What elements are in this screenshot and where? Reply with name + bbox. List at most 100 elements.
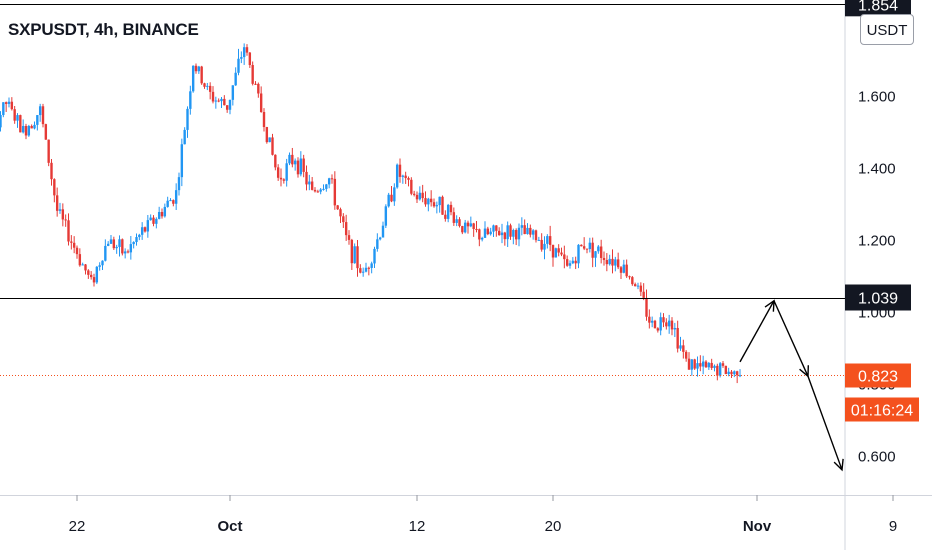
candle: [398, 158, 402, 183]
candle: [339, 207, 342, 223]
candle-body: [206, 85, 209, 87]
time-tick-label: 9: [889, 518, 897, 535]
candle: [438, 196, 441, 213]
candle-body: [738, 375, 742, 377]
candle: [687, 352, 691, 370]
candle: [123, 248, 127, 259]
candle: [446, 203, 450, 223]
candle: [670, 317, 674, 336]
candle: [183, 127, 186, 145]
time-tick-label: 20: [545, 518, 562, 535]
candle: [242, 43, 246, 65]
candle: [308, 174, 311, 191]
candle-body: [582, 246, 586, 249]
candle-body: [520, 225, 524, 228]
candle: [738, 369, 742, 378]
candle: [174, 183, 178, 210]
candle: [395, 163, 399, 189]
level-badge: [845, 0, 911, 17]
level-badge: [845, 284, 911, 311]
trend-segment[interactable]: [773, 300, 809, 377]
time-tick-label: Nov: [743, 518, 772, 535]
candle-body: [724, 365, 728, 375]
candle: [495, 225, 498, 237]
candle-body: [325, 184, 328, 189]
candle-body: [605, 260, 609, 265]
candle: [543, 236, 546, 260]
candle-body: [228, 99, 232, 110]
level-badge-label: 1.039: [858, 291, 898, 308]
candle-body: [449, 204, 453, 213]
candle: [325, 183, 328, 192]
candle-body: [217, 100, 220, 102]
candle: [4, 101, 8, 112]
countdown-badge-label: 01:16:24: [851, 403, 913, 420]
candle: [172, 199, 175, 207]
candle-body: [650, 320, 654, 323]
candle: [472, 222, 475, 237]
candle: [364, 262, 368, 273]
candle-body: [135, 237, 138, 243]
candle: [89, 271, 93, 280]
candle: [291, 147, 294, 168]
candle-body: [0, 115, 2, 128]
candle: [87, 269, 90, 279]
candle: [455, 215, 458, 227]
candle: [492, 224, 495, 237]
candle: [636, 282, 640, 290]
candle-body: [197, 66, 201, 72]
candle-body: [642, 291, 645, 298]
candle-body: [240, 57, 243, 59]
candle: [299, 151, 303, 177]
candle: [274, 154, 277, 171]
candle-body: [50, 162, 53, 180]
candle: [713, 364, 716, 372]
candle: [160, 208, 164, 219]
candle: [381, 221, 385, 238]
time-axis[interactable]: 22 Oct 12 20 Nov 9: [69, 495, 898, 535]
candle: [104, 239, 107, 262]
candle: [279, 168, 283, 187]
candle: [70, 235, 73, 250]
candle-body: [670, 320, 674, 330]
candle-body: [259, 93, 263, 112]
price-badges: 1.854 1.039 0.823 01:16:24: [845, 0, 919, 422]
candle-body: [257, 83, 260, 94]
candle: [486, 226, 490, 236]
candle: [336, 204, 339, 210]
candle: [483, 221, 487, 238]
candle: [727, 367, 730, 377]
trend-drawing[interactable]: [739, 299, 844, 472]
candle: [718, 362, 722, 378]
candle: [135, 233, 138, 246]
candle: [461, 225, 464, 235]
candle: [616, 252, 620, 270]
candle-body: [81, 264, 84, 266]
candle-body: [21, 125, 25, 133]
candle-body: [548, 236, 552, 245]
candle: [319, 188, 322, 195]
candle: [605, 253, 609, 272]
candle: [475, 220, 478, 233]
candle: [622, 259, 626, 274]
candle: [347, 230, 351, 245]
candle-body: [347, 235, 351, 240]
candle: [529, 224, 532, 238]
candle-body: [733, 371, 736, 375]
trend-segment[interactable]: [739, 300, 775, 363]
candle: [166, 196, 169, 208]
price-tick-label: 0.600: [858, 448, 896, 465]
candle-body: [721, 363, 725, 366]
candle-body: [38, 106, 42, 116]
candle: [585, 248, 589, 254]
candle-body: [718, 363, 722, 376]
candle-body: [429, 198, 433, 203]
candle-body: [234, 72, 237, 86]
horizontal-levels[interactable]: [0, 4, 845, 376]
currency-button[interactable]: USDT: [860, 14, 914, 45]
candle: [112, 236, 116, 250]
trend-segment[interactable]: [807, 376, 843, 471]
candle-body: [571, 260, 575, 264]
